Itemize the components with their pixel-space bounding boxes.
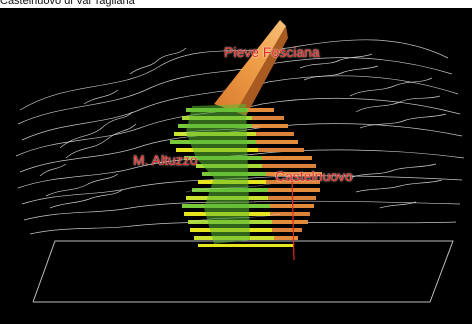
terrain-figure: Pieve Fosciana M. Altuzzo Castelnuovo [0,8,472,324]
base-frame [32,240,454,303]
terrain-model [15,20,465,303]
orange-plume-shade [236,26,288,116]
orange-plume [214,20,286,112]
label-pieve-fosciana: Pieve Fosciana [224,44,320,60]
apex-trace [291,175,295,261]
figure-caption: Castelnuovo di Val Tagliana [0,0,135,7]
fan-bars [170,104,322,247]
label-m-altuzzo: M. Altuzzo [133,152,198,168]
label-castelnuovo: Castelnuovo [275,168,353,184]
